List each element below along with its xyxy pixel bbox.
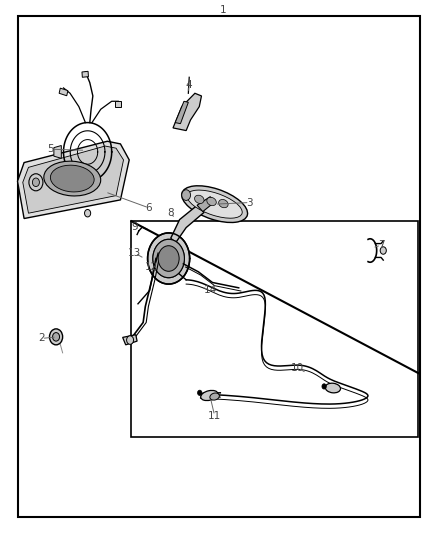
Polygon shape <box>23 146 124 213</box>
Circle shape <box>49 329 63 345</box>
Text: 2: 2 <box>38 334 45 343</box>
Bar <box>59 88 68 96</box>
Polygon shape <box>123 335 137 345</box>
Text: 10: 10 <box>291 363 304 373</box>
Text: 12: 12 <box>145 262 158 271</box>
Text: 1: 1 <box>220 5 227 14</box>
Polygon shape <box>171 201 208 244</box>
Polygon shape <box>175 101 188 124</box>
Circle shape <box>158 246 179 271</box>
Polygon shape <box>18 141 129 219</box>
Ellipse shape <box>182 186 247 222</box>
Text: 13: 13 <box>128 248 141 258</box>
Polygon shape <box>197 197 215 212</box>
Ellipse shape <box>219 199 228 208</box>
Text: 8: 8 <box>167 208 174 218</box>
Circle shape <box>148 233 190 284</box>
Ellipse shape <box>194 195 204 204</box>
Ellipse shape <box>44 161 101 196</box>
Circle shape <box>322 384 326 389</box>
Circle shape <box>32 178 39 187</box>
Bar <box>82 71 88 77</box>
Ellipse shape <box>210 393 219 400</box>
Ellipse shape <box>207 197 216 206</box>
Circle shape <box>127 336 134 344</box>
Text: 14: 14 <box>204 286 217 295</box>
Ellipse shape <box>325 383 340 393</box>
Polygon shape <box>54 146 61 158</box>
Text: 6: 6 <box>145 203 152 213</box>
Circle shape <box>198 390 202 395</box>
Polygon shape <box>173 93 201 131</box>
Text: 4: 4 <box>185 80 192 90</box>
Circle shape <box>182 190 191 200</box>
Ellipse shape <box>187 190 242 218</box>
Text: 9: 9 <box>131 222 138 231</box>
Circle shape <box>85 209 91 217</box>
Circle shape <box>380 247 386 254</box>
Ellipse shape <box>50 165 94 192</box>
Circle shape <box>53 333 60 341</box>
Bar <box>115 101 121 107</box>
Bar <box>131 221 418 437</box>
Ellipse shape <box>201 390 218 401</box>
Circle shape <box>153 239 184 278</box>
Text: 3: 3 <box>246 198 253 207</box>
Text: 11: 11 <box>208 411 221 421</box>
Circle shape <box>29 174 43 191</box>
Text: 5: 5 <box>47 144 54 154</box>
Text: 7: 7 <box>378 240 385 250</box>
